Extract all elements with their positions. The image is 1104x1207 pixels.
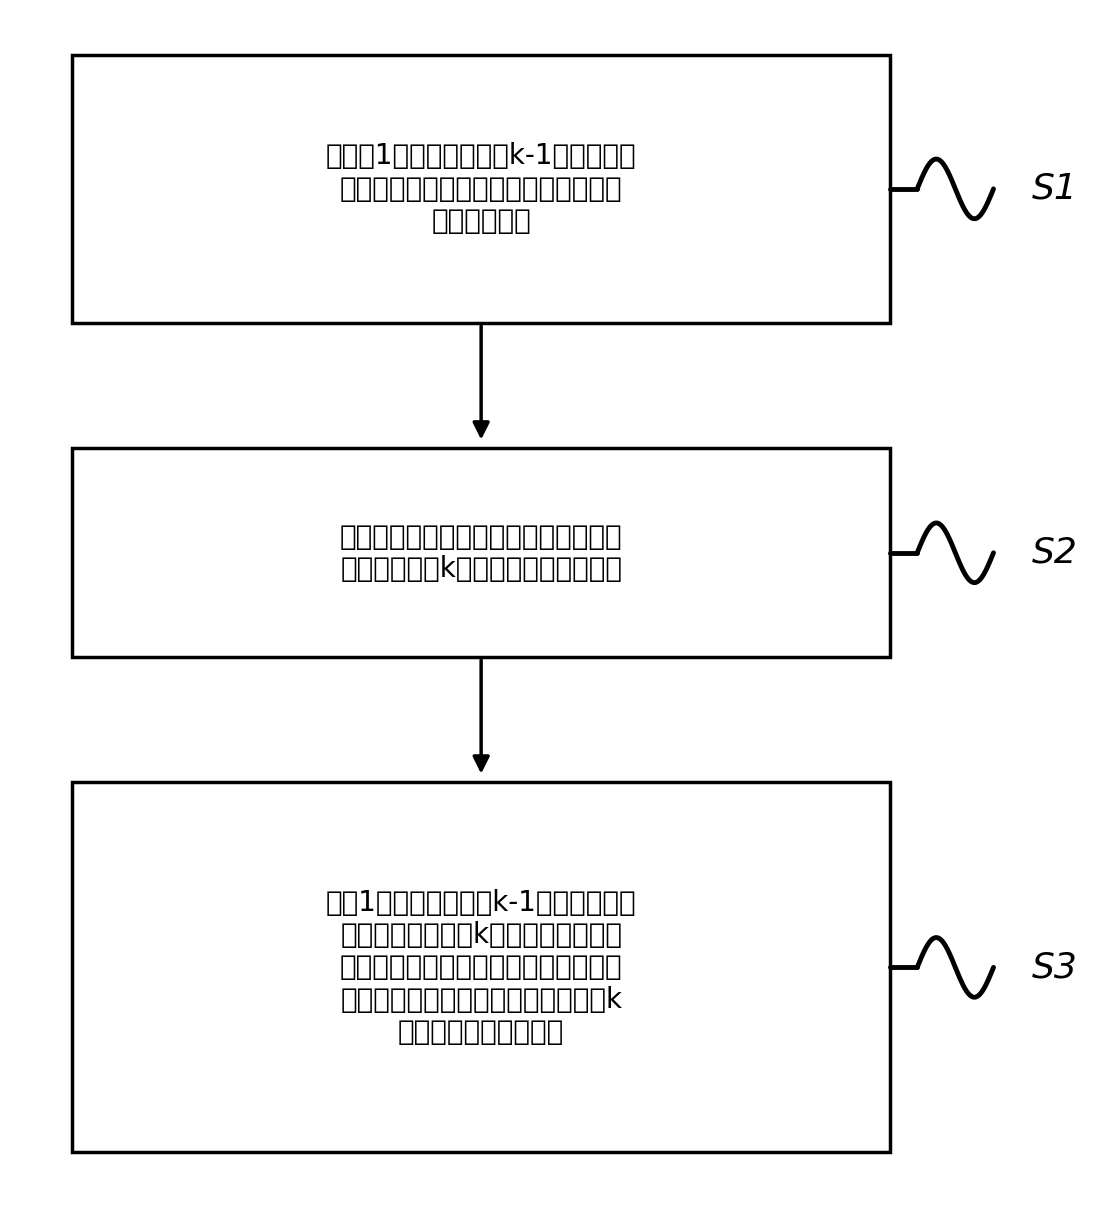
Text: S3: S3 [1031, 950, 1078, 985]
Text: 接收第1个用户终端至第k-1个用户终端
中每一用户终端的译码信息以及来自基
站的第一信息: 接收第1个用户终端至第k-1个用户终端 中每一用户终端的译码信息以及来自基 站的… [326, 142, 636, 235]
Bar [73, 448, 890, 657]
Bar [73, 782, 890, 1153]
Text: S1: S1 [1031, 171, 1078, 206]
Text: S2: S2 [1031, 536, 1078, 570]
Text: 根据每一用户终端的译码信息计算相应
用户终端对第k个用户终端的残留干扰: 根据每一用户终端的译码信息计算相应 用户终端对第k个用户终端的残留干扰 [340, 523, 623, 583]
Bar [73, 54, 890, 323]
Text: 将第1个用户终端至第k-1个用户终端中
每一用户终端对第k个用户终端的残留
干扰从第一信息中消除，并对消除残留
干扰后的第一信息进行译码，得到第k
个用户终端的: 将第1个用户终端至第k-1个用户终端中 每一用户终端对第k个用户终端的残留 干扰… [326, 888, 636, 1046]
